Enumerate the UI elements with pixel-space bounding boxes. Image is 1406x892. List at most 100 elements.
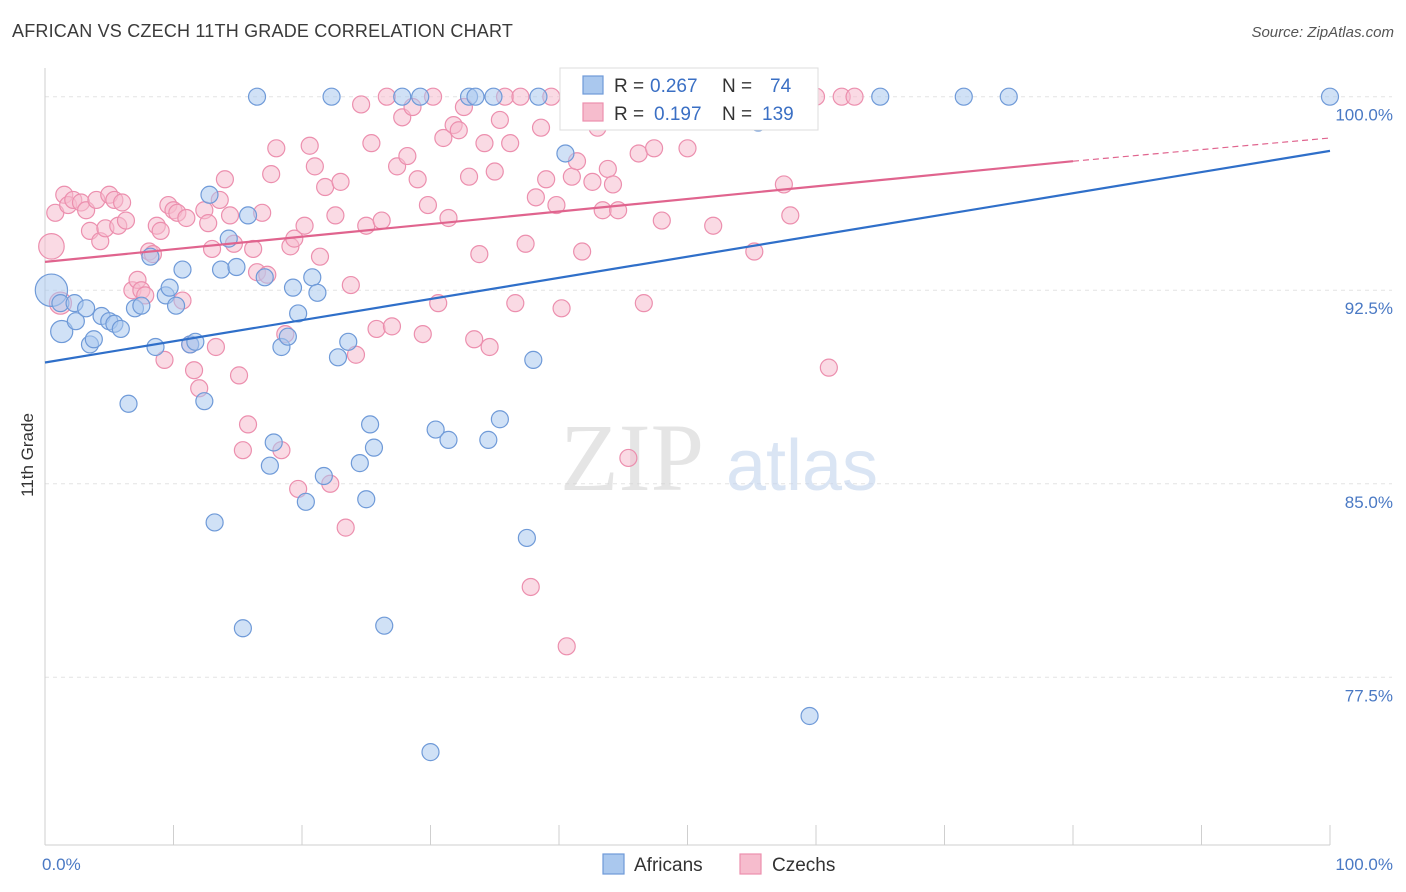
czechs-point-40 — [220, 206, 240, 225]
czechs-point-60 — [316, 177, 335, 197]
legend: Africans Czechs — [602, 853, 835, 876]
czechs-point-70 — [367, 319, 386, 339]
africans-point-16 — [146, 337, 165, 357]
africans-point-73 — [1320, 87, 1340, 106]
africans-point-24 — [200, 185, 219, 204]
africans-point-48 — [361, 415, 380, 434]
stats-r-label-czechs: R = — [614, 104, 644, 125]
czechs-point-63 — [331, 172, 350, 191]
czechs-point-114 — [593, 201, 612, 220]
czechs-point-36 — [202, 239, 222, 259]
africans-point-33 — [260, 456, 279, 475]
x-tick-label-0: 0.0% — [42, 855, 81, 874]
africans-point-58 — [479, 430, 498, 449]
czechs-point-119 — [619, 448, 638, 468]
africans-point-28 — [227, 257, 246, 277]
africans-point-37 — [283, 278, 303, 297]
czechs-point-92 — [480, 337, 499, 357]
africans-point-63 — [529, 87, 548, 106]
czechs-point-122 — [634, 294, 653, 313]
czechs-point-88 — [459, 167, 479, 186]
africans-point-49 — [364, 438, 384, 457]
czechs-point-133 — [845, 87, 864, 106]
czechs-point-43 — [233, 441, 252, 460]
czechs-point-116 — [603, 175, 623, 194]
czechs-point-131 — [819, 358, 838, 377]
czechs-point-108 — [562, 167, 581, 186]
legend-label-czechs: Czechs — [772, 855, 835, 876]
africans-point-46 — [350, 454, 369, 473]
czechs-point-124 — [644, 139, 664, 158]
africans-point-71 — [954, 87, 973, 106]
czechs-point-57 — [300, 136, 319, 155]
x-tick-labels: 0.0% 100.0% — [42, 855, 1393, 874]
legend-label-africans: Africans — [634, 855, 703, 876]
czechs-point-39 — [215, 170, 234, 189]
czechs-point-107 — [557, 637, 576, 656]
africans-point-7 — [84, 330, 103, 349]
czechs-point-24 — [151, 221, 170, 240]
czechs-trend-line-extension — [1072, 137, 1331, 162]
stats-n-label-czechs: N = — [722, 104, 752, 125]
stats-swatch-africans — [582, 75, 604, 95]
czechs-point-30 — [177, 208, 196, 228]
czechs-point-73 — [382, 317, 402, 336]
africans-point-26 — [211, 260, 231, 279]
stats-n-czechs: 139 — [762, 104, 794, 125]
czechs-point-58 — [305, 157, 324, 176]
czechs-trend-line — [44, 160, 1074, 263]
gridlines — [45, 96, 1392, 678]
czechs-point-89 — [465, 330, 484, 349]
stats-r-label-africans: R = — [614, 76, 644, 97]
africans-point-32 — [255, 268, 274, 287]
africans-point-64 — [556, 144, 575, 163]
africans-point-72 — [999, 87, 1018, 106]
czechs-point-101 — [526, 188, 545, 207]
czechs-point-32 — [184, 361, 204, 380]
africans-point-45 — [339, 332, 358, 351]
africans-point-18 — [160, 278, 179, 297]
czechs-point-37 — [206, 337, 226, 357]
czechs-point-69 — [362, 134, 381, 153]
trend-lines — [44, 137, 1331, 364]
africans-point-34 — [264, 433, 283, 452]
czechs-point-49 — [262, 165, 281, 184]
czechs-point-44 — [238, 415, 258, 434]
africans-point-25 — [205, 513, 224, 532]
africans-point-41 — [308, 283, 327, 302]
africans-point-23 — [195, 392, 214, 411]
czechs-point-59 — [310, 247, 330, 266]
czechs-point-64 — [336, 518, 355, 537]
axes — [44, 68, 1331, 846]
africans-point-43 — [322, 87, 341, 106]
watermark-atlas: atlas — [726, 426, 878, 506]
czechs-point-79 — [413, 324, 432, 344]
czechs-point-35 — [199, 214, 218, 233]
czechs-point-86 — [449, 121, 468, 140]
africans-point-20 — [173, 260, 192, 279]
africans-point-70 — [871, 87, 890, 106]
czechs-point-99 — [516, 234, 535, 253]
czechs-points — [38, 87, 864, 656]
czechs-point-126 — [678, 139, 697, 158]
czechs-point-25 — [155, 350, 174, 369]
czechs-point-67 — [352, 95, 371, 114]
czechs-point-16 — [116, 211, 136, 230]
czechs-point-103 — [537, 170, 556, 189]
czechs-point-15 — [112, 193, 132, 212]
y-tick-label-3: 77.5% — [1345, 686, 1393, 705]
czechs-point-110 — [573, 242, 592, 261]
czechs-point-98 — [511, 87, 530, 106]
czechs-point-115 — [598, 159, 617, 179]
africans-point-51 — [393, 87, 412, 106]
stats-r-czechs: 0.197 — [654, 104, 702, 125]
czechs-point-97 — [506, 294, 525, 313]
chart-title: AFRICAN VS CZECH 11TH GRADE CORRELATION … — [12, 21, 514, 41]
africans-point-69 — [800, 706, 819, 726]
y-tick-label-1: 92.5% — [1345, 299, 1393, 318]
czechs-point-96 — [501, 134, 520, 153]
czechs-point-112 — [583, 172, 602, 191]
stats-swatch-czechs — [582, 102, 604, 122]
czechs-point-83 — [434, 128, 453, 148]
legend-swatch-czechs — [739, 853, 762, 875]
